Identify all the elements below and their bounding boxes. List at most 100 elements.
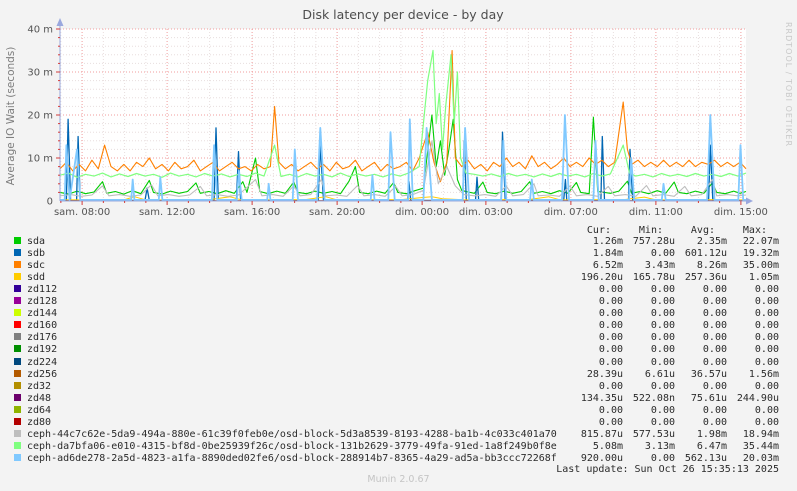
legend-value: 5.08m <box>592 440 623 452</box>
legend-swatch <box>14 333 21 341</box>
legend-row: zd112 0.00 0.00 0.00 0.00 <box>0 284 797 296</box>
legend-value: 165.78u <box>632 272 675 284</box>
legend-value: 0.00 <box>650 308 675 320</box>
legend-value: 28.39u <box>586 368 623 380</box>
legend-row: ceph-da7bfa06-e010-4315-bf8d-0be25939f26… <box>0 441 797 453</box>
legend-row: zd48 134.35u 522.08n 75.61u 244.90u <box>0 393 797 405</box>
legend-swatch <box>14 393 21 401</box>
legend-value: 0.00 <box>754 296 779 308</box>
legend-value: 0.00 <box>702 308 727 320</box>
y-axis-arrow <box>56 18 64 26</box>
legend-label: zd256 <box>27 368 58 380</box>
legend-swatch <box>14 369 21 377</box>
y-tick-label: 10 m <box>27 154 53 165</box>
legend-value: 0.00 <box>754 332 779 344</box>
legend-row: ceph-44c7c62e-5da9-494a-880e-61c39f0feb0… <box>0 429 797 441</box>
legend-value: 1.84m <box>592 248 623 260</box>
legend-swatch <box>14 309 21 317</box>
legend-swatch <box>14 441 21 449</box>
x-axis-arrow <box>746 197 753 205</box>
legend-label: zd128 <box>27 296 58 308</box>
legend-value: 6.47m <box>696 440 727 452</box>
y-tick-label: 30 m <box>27 68 53 79</box>
legend-value: 0.00 <box>598 332 623 344</box>
legend-value: 0.00 <box>650 356 675 368</box>
legend-label: ceph-da7bfa06-e010-4315-bf8d-0be25939f26… <box>27 440 557 452</box>
legend-value: 0.00 <box>650 416 675 428</box>
legend-swatch <box>14 453 21 461</box>
legend-value: 0.00 <box>598 380 623 392</box>
legend-value: 0.00 <box>650 344 675 356</box>
legend-value: 0.00 <box>650 284 675 296</box>
legend-value: 0.00 <box>650 380 675 392</box>
legend-value: 6.52m <box>592 260 623 272</box>
legend-swatch <box>14 405 21 413</box>
legend-label: zd112 <box>27 284 58 296</box>
legend-value: 1.26m <box>592 236 623 247</box>
legend-value: 0.00 <box>650 452 675 464</box>
legend-row: sda 1.26m 757.28u 2.35m 22.07m <box>0 236 797 248</box>
legend-swatch <box>14 345 21 353</box>
legend-value: 0.00 <box>598 356 623 368</box>
legend-value: 0.00 <box>754 344 779 356</box>
legend-label: zd144 <box>27 308 58 320</box>
legend-swatch <box>14 273 21 281</box>
legend-value: 0.00 <box>598 320 623 332</box>
y-tick-label: 40 m <box>27 25 53 36</box>
legend-swatch <box>14 261 21 269</box>
legend-header: Avg: <box>690 225 715 236</box>
legend-value: 0.00 <box>702 320 727 332</box>
legend-value: 134.35u <box>580 392 623 404</box>
legend-value: 562.13u <box>684 452 727 464</box>
legend-value: 0.00 <box>650 332 675 344</box>
legend-row: sdc 6.52m 3.43m 8.26m 35.00m <box>0 260 797 272</box>
legend-value: 0.00 <box>650 320 675 332</box>
x-tick-label: dim. 03:00 <box>459 207 513 218</box>
legend-row: zd256 28.39u 6.61u 36.57u 1.56m <box>0 369 797 381</box>
legend-value: 0.00 <box>650 404 675 416</box>
legend-swatch <box>14 321 21 329</box>
legend-row: zd32 0.00 0.00 0.00 0.00 <box>0 381 797 393</box>
legend-header: Min: <box>638 225 663 236</box>
legend-swatch <box>14 429 21 437</box>
legend-label: sdd <box>27 272 46 284</box>
legend-label: sda <box>27 236 46 247</box>
legend-value: 577.53u <box>632 428 675 440</box>
x-tick-label: dim. 15:00 <box>714 207 768 218</box>
legend-value: 0.00 <box>702 344 727 356</box>
chart-plot: sam. 08:00 sam. 12:00 sam. 16:00 sam. 20:00… <box>27 18 768 218</box>
legend-value: 196.20u <box>580 272 623 284</box>
legend-header: Cur: <box>586 225 611 236</box>
legend-row: zd64 0.00 0.00 0.00 0.00 <box>0 405 797 417</box>
legend-label: zd192 <box>27 344 58 356</box>
x-tick-label: sam. 16:00 <box>224 207 280 218</box>
munin-version: Munin 2.0.67 <box>367 474 430 485</box>
legend-value: 601.12u <box>684 248 727 260</box>
series-ceph-da7bfa06 <box>59 49 747 178</box>
legend-swatch <box>14 417 21 425</box>
legend-label: sdb <box>27 248 46 260</box>
legend-row: zd128 0.00 0.00 0.00 0.00 <box>0 296 797 308</box>
x-tick-label: sam. 12:00 <box>139 207 195 218</box>
legend-label: zd224 <box>27 356 58 368</box>
legend-value: 920.00u <box>580 452 623 464</box>
legend-value: 815.87u <box>580 428 623 440</box>
legend-swatch <box>14 285 21 293</box>
legend-swatch <box>14 237 21 244</box>
legend-row: sdb 1.84m 0.00 601.12u 19.32m <box>0 248 797 260</box>
legend-row: zd176 0.00 0.00 0.00 0.00 <box>0 332 797 344</box>
legend-value: 0.00 <box>702 356 727 368</box>
legend-value: 1.56m <box>748 368 779 380</box>
series-ceph-ad6de278 <box>60 114 746 201</box>
legend-label: zd32 <box>27 380 52 392</box>
legend-value: 20.03m <box>742 452 779 464</box>
legend-value: 35.00m <box>742 260 779 272</box>
legend-value: 1.98m <box>696 428 727 440</box>
legend-row: zd224 0.00 0.00 0.00 0.00 <box>0 357 797 369</box>
legend-value: 0.00 <box>702 332 727 344</box>
y-tick-label: 20 m <box>27 111 53 122</box>
legend-value: 257.36u <box>684 272 727 284</box>
x-tick-label: sam. 20:00 <box>309 207 365 218</box>
legend-swatch <box>14 249 21 257</box>
